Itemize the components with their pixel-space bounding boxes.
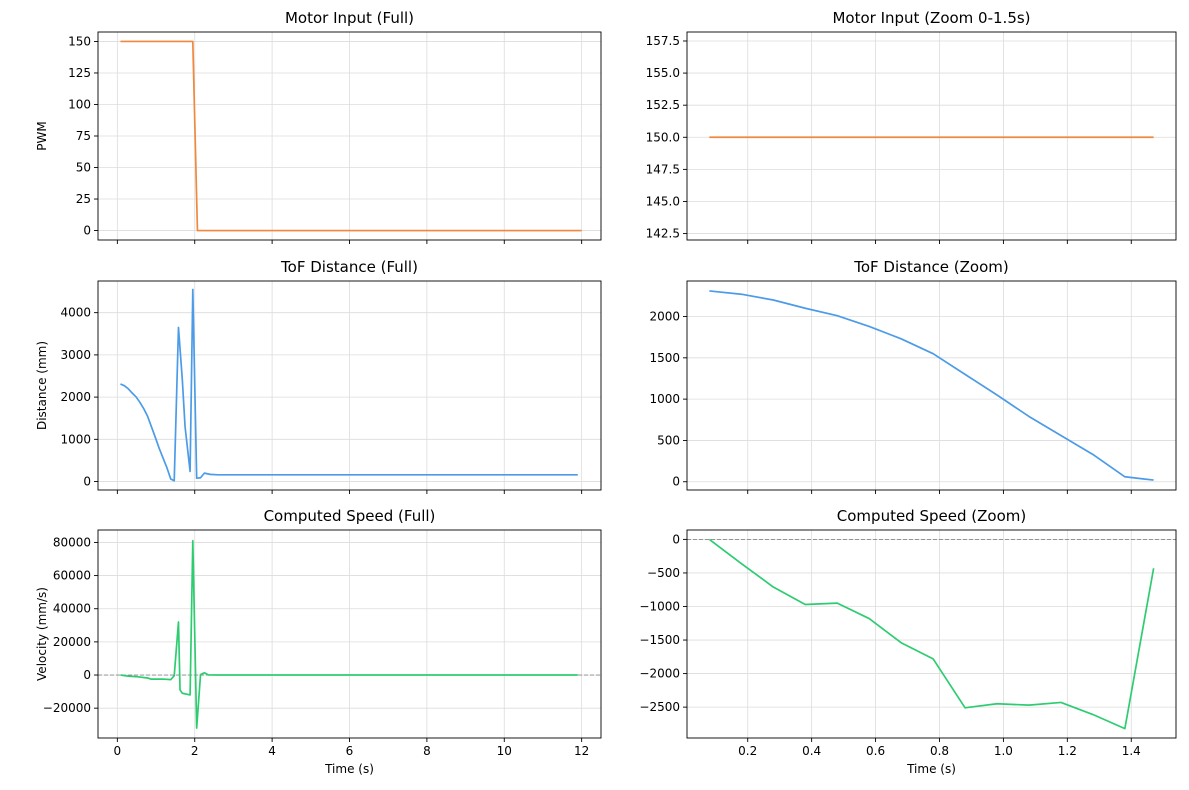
x-tick-label: 0.2 [738,744,757,758]
y-tick-label: 142.5 [646,227,680,241]
x-tick-label: 0.4 [802,744,821,758]
y-tick-label: 152.5 [646,98,680,112]
y-tick-label: −2000 [639,667,680,681]
y-tick-label: 145.0 [646,194,680,208]
axes-frame [686,529,1177,739]
x-tick-label: 1.4 [1122,744,1141,758]
chart-title: Motor Input (Full) [285,9,414,27]
y-tick-label: 25 [76,192,91,206]
y-tick-label: 150.0 [646,130,680,144]
subplot-5: 0 2 4 6 8 10 12 −20000 0 20000 40000 60000 80000 Comp… [35,507,602,776]
y-tick-label: 40000 [53,602,91,616]
y-tick-label: 147.5 [646,162,680,176]
y-tick-label: 4000 [60,306,91,320]
y-tick-label: 2000 [649,310,680,324]
x-tick-label: 8 [423,744,431,758]
y-tick-label: 0 [672,532,680,546]
x-tick-label: 0.8 [930,744,949,758]
series-line [120,40,582,232]
y-tick-label: −1000 [639,599,680,613]
y-tick-label: 100 [68,97,91,111]
chart-title: ToF Distance (Zoom) [853,258,1009,276]
y-axis-label: Velocity (mm/s) [35,587,49,681]
chart-title: Motor Input (Zoom 0-1.5s) [832,9,1030,27]
y-tick-label: 60000 [53,569,91,583]
subplot-4: 0 500 1000 1500 2000 ToF Distance (Zoom) [649,258,1177,494]
y-tick-label: −2500 [639,700,680,714]
y-tick-label: 500 [657,433,680,447]
y-tick-label: 0 [83,475,91,489]
y-axis-label: PWM [35,121,49,150]
y-tick-label: 75 [76,129,91,143]
y-tick-label: −20000 [43,701,91,715]
x-tick-label: 1.2 [1058,744,1077,758]
x-axis-label: Time (s) [324,762,374,776]
x-tick-label: 2 [191,744,199,758]
x-tick-label: 1.0 [994,744,1013,758]
y-tick-label: 2000 [60,390,91,404]
y-tick-label: 50 [76,161,91,175]
x-axis-label: Time (s) [906,762,956,776]
y-tick-label: 80000 [53,535,91,549]
x-tick-label: 0 [114,744,122,758]
y-tick-label: −1500 [639,633,680,647]
series-line [709,290,1154,481]
y-tick-label: 150 [68,34,91,48]
y-tick-label: 0 [83,668,91,682]
y-axis-label: Distance (mm) [35,341,49,430]
subplot-2: 142.5 145.0 147.5 150.0 152.5 155.0 157.5 Motor… [646,9,1177,244]
chart-title: Computed Speed (Zoom) [837,507,1026,525]
y-tick-label: 157.5 [646,34,680,48]
y-tick-label: 125 [68,66,91,80]
y-tick-label: −500 [647,566,680,580]
chart-title: Computed Speed (Full) [264,507,436,525]
x-tick-label: 0.6 [866,744,885,758]
x-tick-label: 4 [268,744,276,758]
x-tick-label: 12 [574,744,589,758]
axes-frame [686,31,1177,241]
y-tick-label: 0 [672,475,680,489]
x-tick-label: 6 [346,744,354,758]
y-tick-label: 20000 [53,635,91,649]
subplot-1: 0 25 50 75 100 125 150 Motor Input (Full) PWM [35,9,602,244]
series-line [120,288,578,482]
y-tick-label: 155.0 [646,66,680,80]
subplot-3: 0 1000 2000 3000 4000 ToF Distance (Full) Dist… [35,258,602,494]
chart-title: ToF Distance (Full) [280,258,418,276]
y-tick-label: 1000 [649,392,680,406]
y-tick-label: 1500 [649,351,680,365]
subplot-6: 0.2 0.4 0.6 0.8 1.0 1.2 1.4 −2500 −2000 −1500 −100… [639,507,1177,776]
y-tick-label: 3000 [60,348,91,362]
axes-frame [686,280,1177,491]
series-line [708,538,1155,730]
x-tick-label: 10 [497,744,512,758]
series-line [120,539,578,729]
y-tick-label: 0 [83,224,91,238]
y-tick-label: 1000 [60,432,91,446]
